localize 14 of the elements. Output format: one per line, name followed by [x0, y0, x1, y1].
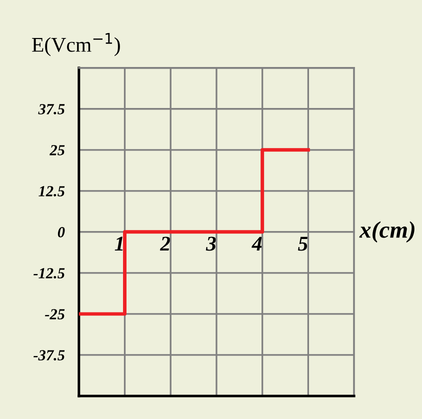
x-tick-label: 3: [206, 236, 216, 251]
y-tick-label: 0: [58, 227, 65, 238]
y-tick-label: -12.5: [34, 268, 65, 278]
x-axis-title: x(cm): [359, 221, 414, 243]
x-tick-label: 2: [160, 236, 170, 251]
x-tick-label: 4: [252, 236, 262, 251]
x-tick-label: 1: [114, 236, 123, 251]
y-tick-label: 25: [50, 145, 65, 156]
y-tick-label: -25: [44, 309, 65, 320]
y-tick-label: 12.5: [38, 186, 65, 196]
y-tick-label: -37.5: [34, 350, 65, 360]
y-tick-label: 37.5: [38, 104, 65, 114]
y-axis-title: E(Vcm$^{−1}$): [32, 33, 120, 56]
x-tick-label: 5: [298, 236, 308, 251]
